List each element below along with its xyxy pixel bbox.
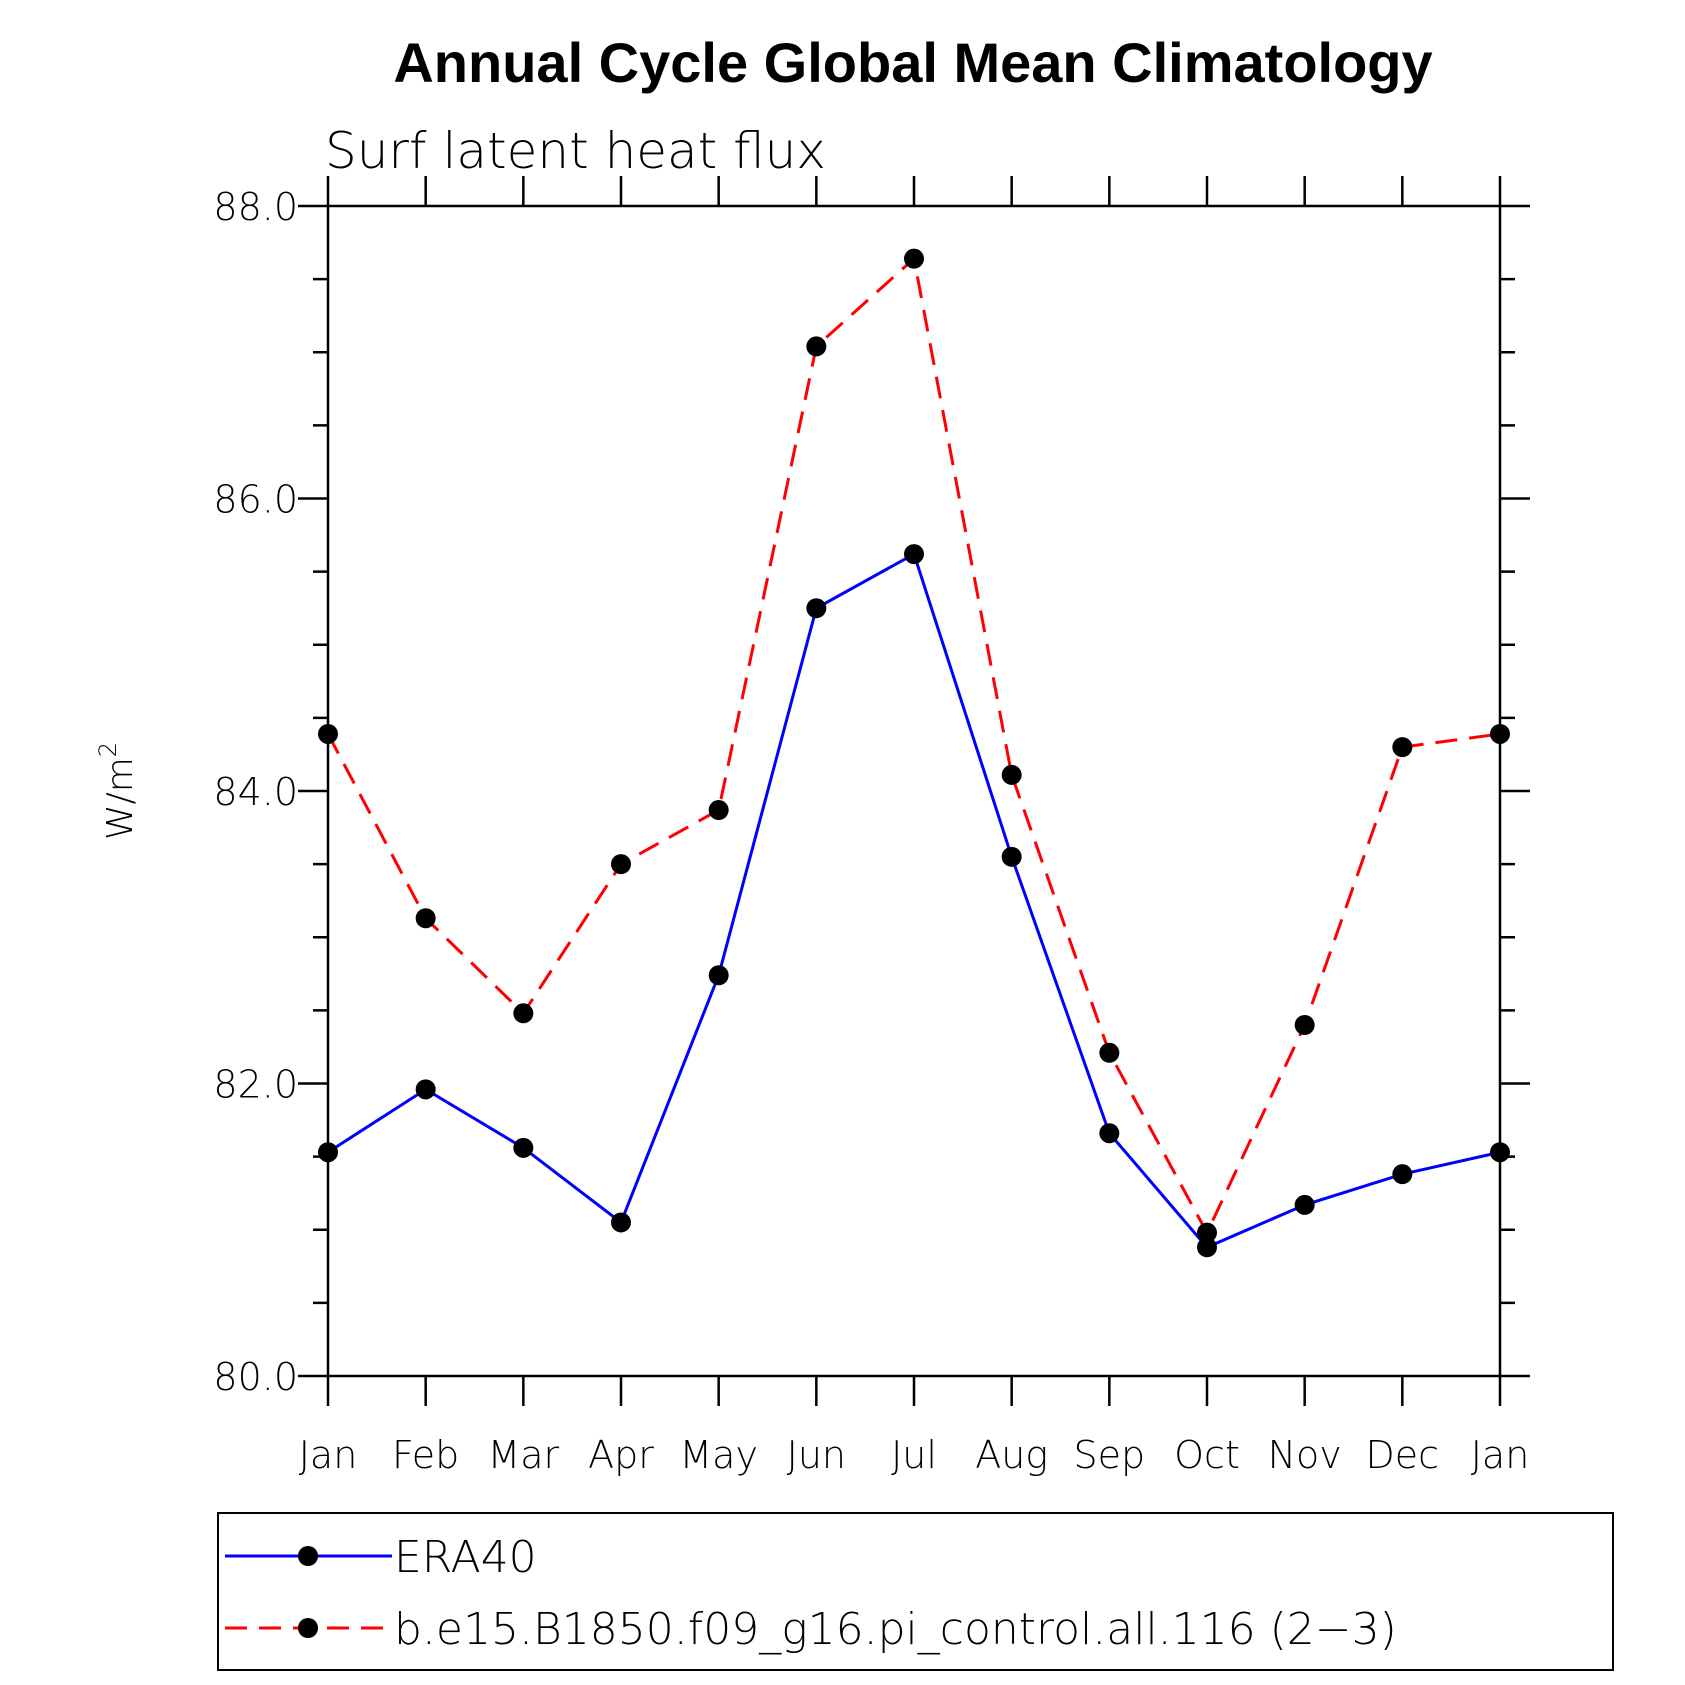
x-tick-label: Dec xyxy=(1366,1433,1440,1477)
series-2-point xyxy=(806,336,827,357)
series-2-point xyxy=(318,723,338,744)
x-tick-label: Nov xyxy=(1268,1433,1342,1477)
x-tick-labels: Jan Feb Mar Apr May Jun Jul Aug Sep Oct Nov Dec Jan xyxy=(299,1433,1530,1477)
legend-label-1: ERA40 xyxy=(394,1532,537,1583)
chart-subtitle: Surf latent heat flux xyxy=(325,122,826,180)
x-tick-label: Aug xyxy=(975,1433,1048,1477)
plot-frame xyxy=(326,204,1502,1378)
x-tick-label: Jan xyxy=(1471,1433,1530,1477)
series-layer xyxy=(318,248,1510,1258)
x-tick-label: Sep xyxy=(1074,1433,1146,1477)
y-axis-label: W/m2 xyxy=(94,742,141,840)
series-2-point xyxy=(513,1003,534,1024)
series-1-point xyxy=(1490,1142,1510,1163)
series-1-point xyxy=(318,1142,338,1163)
series-2-point xyxy=(1392,737,1413,758)
series-line-1 xyxy=(327,551,1501,1250)
series-2-point xyxy=(708,800,729,821)
legend: ERA40 b.e15.B1850.f09_g16.pi_control.all.… xyxy=(217,1512,1614,1671)
series-1-point xyxy=(1099,1123,1120,1144)
series-2-point xyxy=(1099,1042,1120,1063)
y-tick-label: 80.0 xyxy=(213,1355,298,1399)
y-axis-label-superscript: 2 xyxy=(94,742,122,757)
series-1-point xyxy=(904,544,924,565)
legend-items: ERA40 b.e15.B1850.f09_g16.pi_control.all.… xyxy=(225,1532,1397,1655)
x-tick-label: Jul xyxy=(891,1433,937,1477)
series-2-point xyxy=(1197,1222,1217,1243)
y-tick-labels: 80.0 82.0 84.0 86.0 88.0 xyxy=(213,185,298,1399)
legend-marker-1 xyxy=(298,1546,318,1566)
series-1-point xyxy=(1001,846,1022,867)
y-tick-label: 84.0 xyxy=(213,770,298,814)
series-1-point xyxy=(1197,1237,1217,1258)
series-2-point xyxy=(1294,1015,1315,1035)
series-1-point xyxy=(806,598,827,619)
x-tick-label: May xyxy=(679,1433,758,1477)
series-line-2 xyxy=(326,255,1501,1236)
series-2-point xyxy=(611,854,631,875)
legend-box xyxy=(217,1512,1614,1671)
y-tick-label: 82.0 xyxy=(213,1063,298,1107)
axis-ticks-layer xyxy=(298,176,1530,1406)
x-tick-label: Feb xyxy=(392,1433,459,1477)
series-2-point xyxy=(1490,723,1510,744)
series-1-point xyxy=(1294,1194,1315,1215)
x-tick-label: Jun xyxy=(787,1433,846,1477)
series-1-point xyxy=(415,1079,436,1100)
series-2-point xyxy=(415,908,436,929)
series-1-point xyxy=(513,1137,534,1158)
y-axis-label-base: W/m xyxy=(100,757,141,840)
legend-label-2: b.e15.B1850.f09_g16.pi_control.all.116 (… xyxy=(394,1604,1397,1655)
x-tick-label: Jan xyxy=(299,1433,358,1477)
series-1-point xyxy=(708,965,729,986)
y-tick-label: 86.0 xyxy=(213,478,298,522)
series-2-point xyxy=(1001,764,1022,785)
series-1-point xyxy=(1392,1164,1413,1185)
y-tick-label: 88.0 xyxy=(213,185,298,229)
x-tick-label: Mar xyxy=(487,1433,559,1477)
series-2-point xyxy=(904,248,924,269)
chart-title: Annual Cycle Global Mean Climatology xyxy=(393,31,1432,94)
x-tick-label: Apr xyxy=(588,1433,654,1477)
series-1-point xyxy=(611,1212,631,1233)
x-tick-label: Oct xyxy=(1174,1433,1240,1477)
legend-marker-2 xyxy=(298,1618,318,1638)
